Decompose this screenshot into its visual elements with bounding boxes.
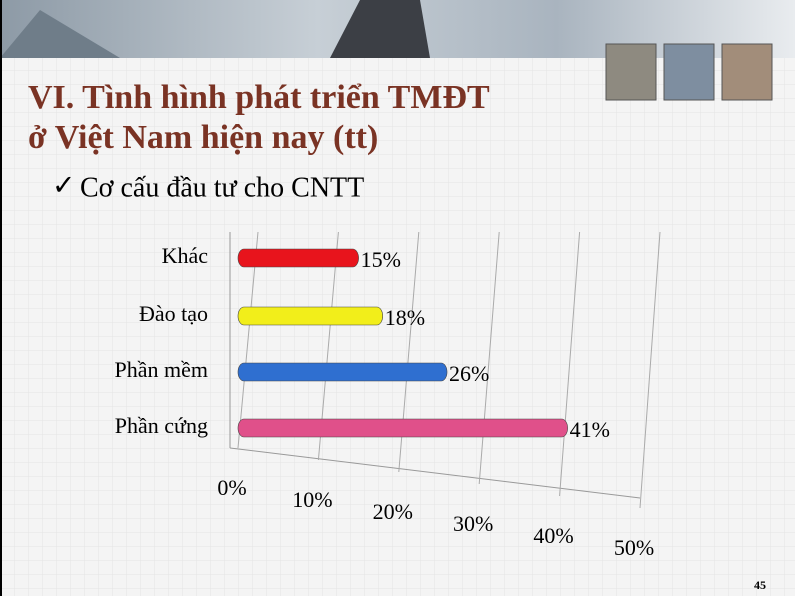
data-label: 15% [361,247,401,272]
y-tick-label: Phần cứng [115,413,208,438]
data-label: 41% [570,417,610,442]
y-tick-label: Khác [162,243,209,268]
x-tick-label: 10% [292,487,332,512]
x-tick-label: 20% [373,499,413,524]
x-tick-label: 50% [614,535,654,560]
x-tick-label: 30% [453,511,493,536]
bar [238,419,568,437]
data-label: 26% [449,361,489,386]
thumbnail [722,44,772,100]
bullet-text: Cơ cấu đầu tư cho CNTT [80,172,364,203]
slide-title: ở Việt Nam hiện nay (tt) [28,119,378,156]
thumbnail [606,44,656,100]
slide: VI. Tình hình phát triển TMĐT ở Việt Nam… [0,0,795,596]
thumbnail [664,44,714,100]
y-tick-label: Phần mềm [115,357,209,382]
slide-title: VI. Tình hình phát triển TMĐT [28,79,490,116]
x-tick-label: 0% [217,475,246,500]
bar [238,363,447,381]
page-number: 45 [754,578,766,592]
y-tick-label: Đào tạo [139,301,208,326]
x-tick-label: 40% [533,523,573,548]
bullet-mark: ✓ [52,170,75,201]
data-label: 18% [385,305,425,330]
bar [238,307,383,325]
bar [238,249,359,267]
